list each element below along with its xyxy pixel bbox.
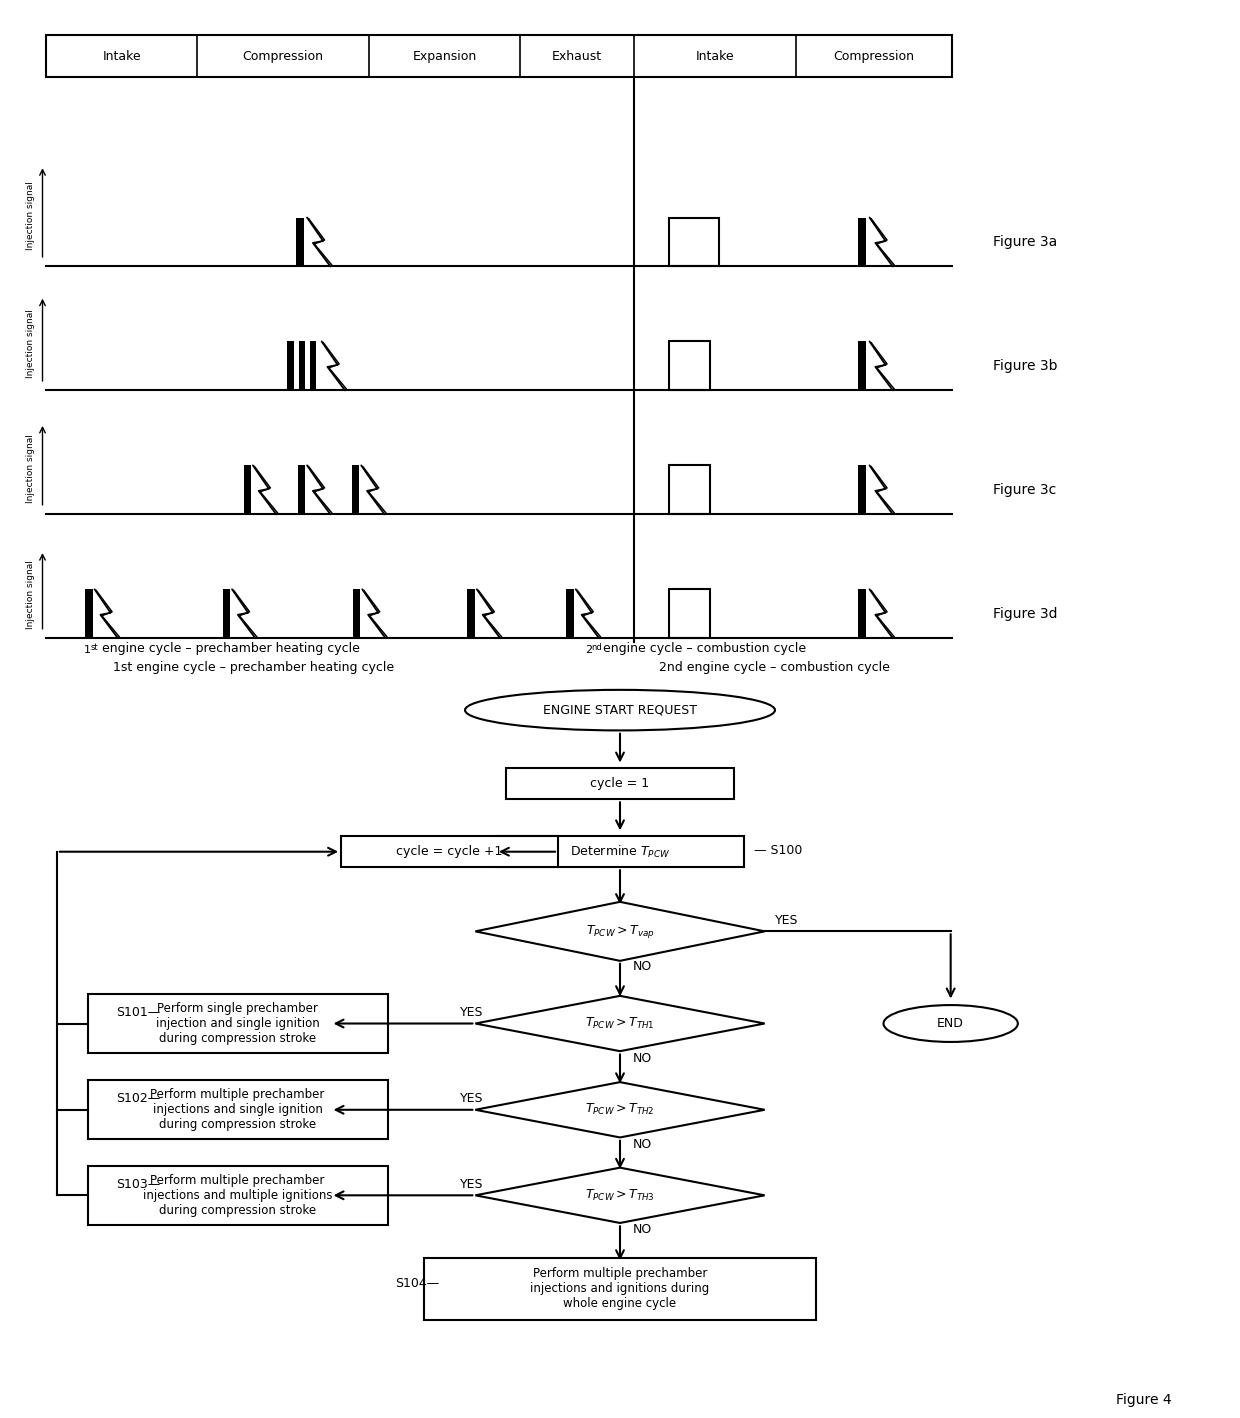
Bar <box>506 769 734 800</box>
Bar <box>467 590 475 638</box>
Bar <box>288 342 294 390</box>
Text: nd: nd <box>591 644 603 652</box>
Text: 1st engine cycle – prechamber heating cycle: 1st engine cycle – prechamber heating cy… <box>113 661 394 674</box>
Bar <box>295 217 304 267</box>
Text: Injection signal: Injection signal <box>26 309 35 377</box>
Text: $T_{PCW} > T_{TH2}$: $T_{PCW} > T_{TH2}$ <box>585 1102 655 1117</box>
Text: NO: NO <box>632 960 652 973</box>
Text: Perform single prechamber
injection and single ignition
during compression strok: Perform single prechamber injection and … <box>156 1003 320 1045</box>
Text: S102—: S102— <box>115 1092 160 1105</box>
Bar <box>858 217 867 267</box>
Text: Determine $T_{PCW}$: Determine $T_{PCW}$ <box>570 844 670 859</box>
Bar <box>858 342 867 390</box>
Text: Injection signal: Injection signal <box>26 560 35 628</box>
Polygon shape <box>475 995 765 1051</box>
Bar <box>341 837 558 868</box>
Bar <box>88 1166 387 1225</box>
Text: Compression: Compression <box>243 50 324 62</box>
Polygon shape <box>475 1082 765 1137</box>
Text: $T_{PCW} > T_{TH1}$: $T_{PCW} > T_{TH1}$ <box>585 1015 655 1031</box>
Bar <box>858 465 867 515</box>
Text: Perform multiple prechamber
injections and ignitions during
whole engine cycle: Perform multiple prechamber injections a… <box>531 1268 709 1310</box>
Text: YES: YES <box>460 1092 484 1105</box>
Text: — S100: — S100 <box>754 844 802 856</box>
Text: YES: YES <box>460 1005 484 1020</box>
Text: END: END <box>937 1017 965 1029</box>
Text: Figure 3c: Figure 3c <box>993 484 1056 496</box>
Bar <box>668 590 711 638</box>
Ellipse shape <box>465 691 775 730</box>
Text: engine cycle – prechamber heating cycle: engine cycle – prechamber heating cycle <box>98 642 360 655</box>
Text: 2: 2 <box>585 645 593 655</box>
Text: Expansion: Expansion <box>413 50 476 62</box>
Text: Compression: Compression <box>833 50 914 62</box>
Text: Exhaust: Exhaust <box>552 50 601 62</box>
Polygon shape <box>475 1167 765 1222</box>
Bar <box>88 1081 387 1139</box>
Text: YES: YES <box>460 1178 484 1191</box>
Text: S103—: S103— <box>115 1178 160 1191</box>
Bar <box>496 837 744 868</box>
Bar <box>353 590 360 638</box>
Bar <box>668 342 711 390</box>
Text: Injection signal: Injection signal <box>26 434 35 503</box>
Bar <box>567 590 574 638</box>
Text: Figure 3b: Figure 3b <box>993 359 1058 373</box>
Text: Perform multiple prechamber
injections and multiple ignitions
during compression: Perform multiple prechamber injections a… <box>143 1174 332 1217</box>
Text: Figure 4: Figure 4 <box>1116 1392 1172 1407</box>
Text: YES: YES <box>775 913 799 927</box>
Text: Injection signal: Injection signal <box>26 182 35 251</box>
Text: engine cycle – combustion cycle: engine cycle – combustion cycle <box>599 642 806 655</box>
Bar <box>88 994 387 1054</box>
Polygon shape <box>475 902 765 961</box>
Bar <box>424 1258 816 1320</box>
Text: Intake: Intake <box>103 50 141 62</box>
Bar <box>858 590 867 638</box>
Bar <box>299 342 305 390</box>
Bar <box>668 465 711 515</box>
Bar <box>46 35 952 77</box>
Bar <box>298 465 305 515</box>
Text: NO: NO <box>632 1052 652 1065</box>
Text: cycle = cycle +1: cycle = cycle +1 <box>397 845 502 858</box>
Text: $T_{PCW} > T_{vap}$: $T_{PCW} > T_{vap}$ <box>585 923 655 940</box>
Text: $T_{PCW} > T_{TH3}$: $T_{PCW} > T_{TH3}$ <box>585 1188 655 1202</box>
Text: cycle = 1: cycle = 1 <box>590 777 650 790</box>
Text: st: st <box>91 644 98 652</box>
Bar <box>310 342 316 390</box>
Text: NO: NO <box>632 1224 652 1236</box>
Text: Intake: Intake <box>696 50 734 62</box>
Bar <box>86 590 93 638</box>
Bar <box>223 590 229 638</box>
Text: Perform multiple prechamber
injections and single ignition
during compression st: Perform multiple prechamber injections a… <box>150 1088 325 1132</box>
Text: Figure 3d: Figure 3d <box>993 607 1058 621</box>
Text: ENGINE START REQUEST: ENGINE START REQUEST <box>543 703 697 716</box>
Bar <box>352 465 360 515</box>
Bar <box>243 465 250 515</box>
Text: S104—: S104— <box>394 1278 439 1290</box>
Text: S101—: S101— <box>115 1005 160 1020</box>
Text: 2nd engine cycle – combustion cycle: 2nd engine cycle – combustion cycle <box>660 661 890 674</box>
Text: Figure 3a: Figure 3a <box>993 235 1058 250</box>
Text: 1: 1 <box>84 645 92 655</box>
Ellipse shape <box>883 1005 1018 1042</box>
Bar <box>668 217 718 267</box>
Text: NO: NO <box>632 1137 652 1151</box>
